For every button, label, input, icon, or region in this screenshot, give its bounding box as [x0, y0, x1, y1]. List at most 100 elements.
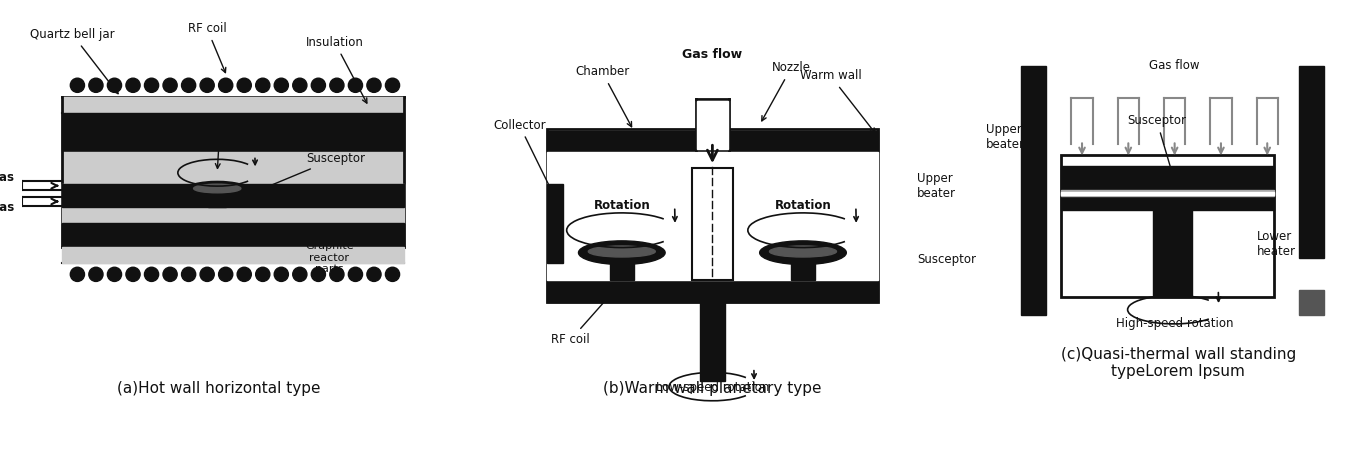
Bar — [62, 247, 404, 262]
Circle shape — [367, 267, 381, 281]
Text: (a)Hot wall horizontal type: (a)Hot wall horizontal type — [118, 382, 321, 397]
Bar — [1022, 65, 1047, 315]
Text: RF coil: RF coil — [188, 22, 226, 73]
Circle shape — [219, 78, 233, 93]
Circle shape — [144, 78, 159, 93]
Circle shape — [107, 78, 122, 93]
Bar — [1060, 190, 1274, 196]
Bar — [547, 131, 878, 152]
Bar — [547, 152, 878, 280]
Bar — [1299, 65, 1325, 258]
Text: Warm wall: Warm wall — [800, 69, 875, 133]
Text: Collector: Collector — [493, 119, 560, 209]
Circle shape — [89, 78, 103, 93]
Bar — [1060, 192, 1274, 195]
Bar — [547, 129, 878, 302]
Text: Rotation gas: Rotation gas — [0, 201, 14, 214]
Circle shape — [163, 78, 177, 93]
Bar — [62, 152, 404, 184]
Circle shape — [219, 267, 233, 281]
Bar — [700, 302, 725, 381]
Bar — [1060, 155, 1274, 297]
Circle shape — [237, 267, 251, 281]
Ellipse shape — [588, 246, 655, 257]
Text: Rotation: Rotation — [593, 199, 651, 213]
Circle shape — [107, 267, 122, 281]
Circle shape — [385, 78, 400, 93]
Text: Chamber: Chamber — [575, 65, 632, 127]
Circle shape — [863, 284, 877, 298]
Circle shape — [737, 284, 751, 298]
Circle shape — [348, 78, 363, 93]
Text: Gas flow: Gas flow — [1149, 59, 1200, 72]
Text: Upper
beater: Upper beater — [918, 172, 956, 200]
Text: Lower
heater: Lower heater — [1256, 230, 1296, 258]
Circle shape — [182, 78, 196, 93]
Text: Gas flow: Gas flow — [682, 48, 743, 61]
Circle shape — [126, 267, 140, 281]
Circle shape — [330, 267, 344, 281]
Bar — [62, 223, 404, 247]
Circle shape — [311, 78, 326, 93]
Circle shape — [70, 78, 85, 93]
Text: (c)Quasi-thermal wall standing
typeLorem Ipsum: (c)Quasi-thermal wall standing typeLorem… — [1060, 347, 1296, 379]
Text: (b)Warm wall planetary type: (b)Warm wall planetary type — [603, 382, 822, 397]
Bar — [1299, 290, 1325, 315]
Text: Quartz bell jar: Quartz bell jar — [30, 28, 118, 94]
Ellipse shape — [578, 241, 664, 264]
Circle shape — [200, 78, 214, 93]
Text: Nozzle: Nozzle — [762, 61, 811, 121]
Circle shape — [89, 267, 103, 281]
Bar — [62, 184, 404, 223]
Circle shape — [762, 284, 777, 298]
Bar — [692, 168, 733, 280]
Circle shape — [256, 78, 270, 93]
Circle shape — [311, 267, 326, 281]
Circle shape — [200, 267, 214, 281]
Circle shape — [651, 284, 664, 298]
Bar — [1060, 166, 1274, 191]
Circle shape — [559, 284, 574, 298]
Circle shape — [812, 284, 826, 298]
Text: Upper
beater: Upper beater — [986, 123, 1025, 151]
Bar — [697, 101, 727, 149]
Text: Rotation: Rotation — [190, 132, 248, 169]
Text: Susceptor: Susceptor — [1128, 114, 1186, 177]
Bar — [792, 255, 815, 280]
Ellipse shape — [186, 181, 249, 198]
Ellipse shape — [760, 241, 847, 264]
Text: Susceptor: Susceptor — [263, 152, 364, 189]
Text: Rotation: Rotation — [774, 199, 832, 213]
Text: RF coil: RF coil — [551, 294, 611, 346]
Circle shape — [330, 78, 344, 93]
Circle shape — [274, 78, 288, 93]
Circle shape — [256, 267, 270, 281]
Bar — [208, 191, 226, 207]
Bar — [62, 184, 404, 207]
Circle shape — [163, 267, 177, 281]
Circle shape — [70, 267, 85, 281]
Circle shape — [274, 267, 288, 281]
Circle shape — [385, 267, 400, 281]
Text: Process gas: Process gas — [0, 171, 14, 184]
Bar — [1154, 210, 1192, 297]
Ellipse shape — [193, 184, 241, 193]
Bar — [62, 113, 404, 152]
Text: High-speed rotation: High-speed rotation — [1117, 317, 1233, 331]
Circle shape — [293, 267, 307, 281]
Bar — [610, 255, 633, 280]
Circle shape — [182, 267, 196, 281]
Text: Insulation: Insulation — [306, 36, 367, 103]
Circle shape — [237, 78, 251, 93]
Circle shape — [126, 78, 140, 93]
Circle shape — [367, 78, 381, 93]
Bar — [547, 184, 563, 262]
Circle shape — [627, 284, 643, 298]
Circle shape — [348, 267, 363, 281]
Bar — [547, 280, 878, 302]
Bar — [1060, 196, 1274, 210]
Circle shape — [606, 284, 619, 298]
Circle shape — [293, 78, 307, 93]
Text: Susceptor: Susceptor — [918, 252, 977, 266]
Text: Low-speed rotation: Low-speed rotation — [656, 381, 769, 393]
